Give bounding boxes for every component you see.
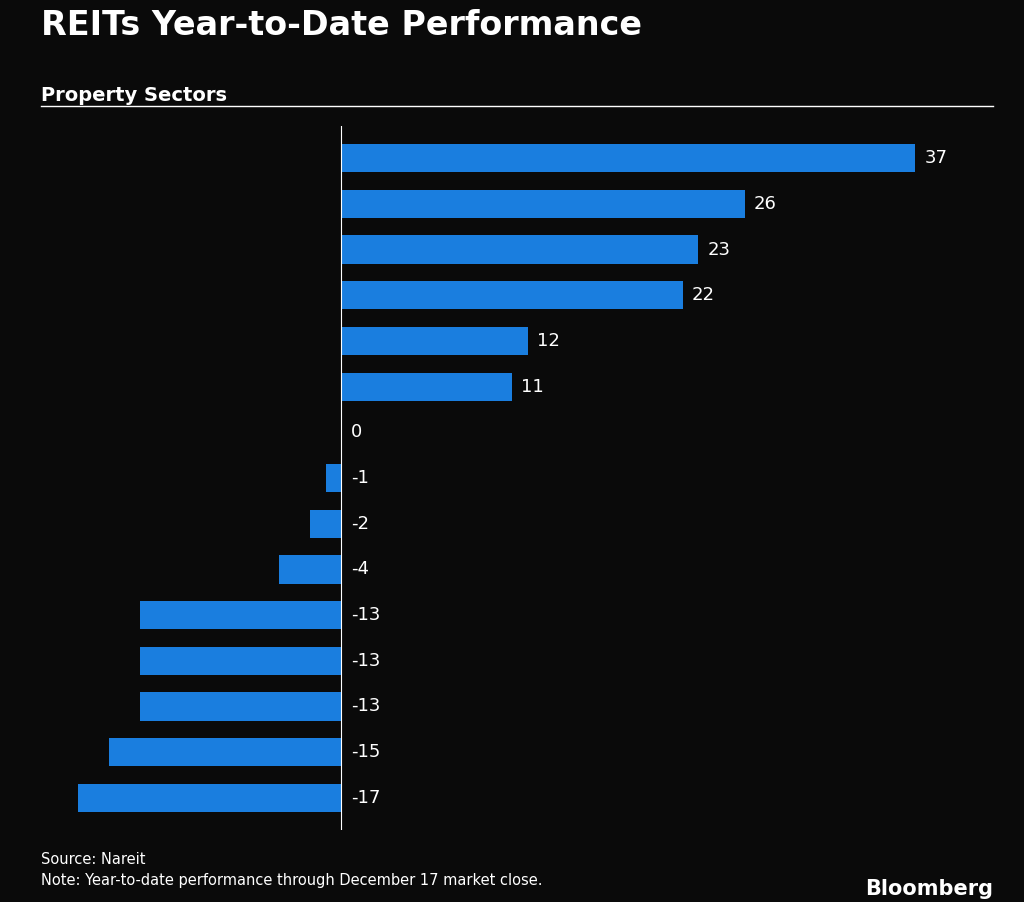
Bar [280,556,341,584]
Text: 22: 22 [692,286,715,304]
Text: Source: Nareit: Source: Nareit [41,852,145,868]
Bar [326,464,341,492]
Bar [139,601,341,630]
Text: -1: -1 [350,469,369,487]
Bar [341,327,527,355]
Bar [341,281,683,309]
Text: -13: -13 [350,652,380,670]
Bar [341,189,744,218]
Text: REITs Year-to-Date Performance: REITs Year-to-Date Performance [41,9,642,42]
Bar [341,373,512,400]
Text: -13: -13 [350,697,380,715]
Bar [139,647,341,675]
Text: Bloomberg: Bloomberg [865,879,993,899]
Bar [310,510,341,538]
Bar [109,738,341,767]
Text: 37: 37 [925,149,947,167]
Text: 0: 0 [350,423,361,441]
Text: -13: -13 [350,606,380,624]
Bar [139,693,341,721]
Text: -15: -15 [350,743,380,761]
Text: -2: -2 [350,515,369,533]
Bar [341,144,915,172]
Text: 12: 12 [537,332,560,350]
Text: -4: -4 [350,560,369,578]
Bar [78,784,341,812]
Text: 26: 26 [754,195,777,213]
Text: 23: 23 [708,241,730,259]
Text: 11: 11 [521,378,544,396]
Text: Note: Year-to-date performance through December 17 market close.: Note: Year-to-date performance through D… [41,873,543,888]
Text: -17: -17 [350,789,380,807]
Text: Property Sectors: Property Sectors [41,86,227,105]
Bar [341,235,698,263]
